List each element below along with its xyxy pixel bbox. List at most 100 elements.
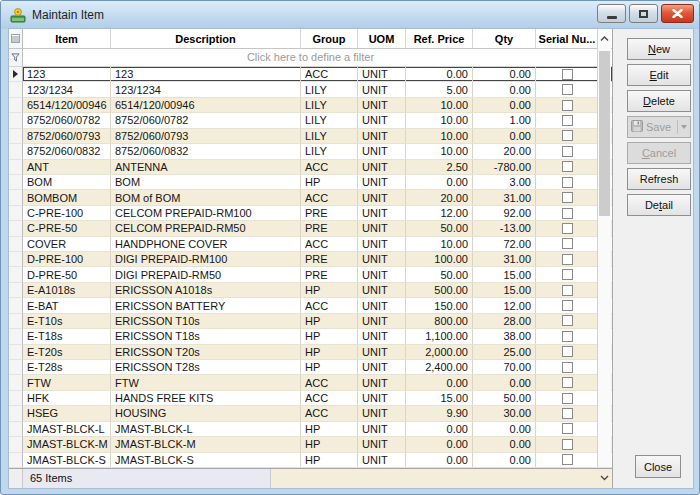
serial-checkbox[interactable] [562,238,573,249]
table-row[interactable]: ANTANTENNAACCUNIT2.50-780.00 [9,160,612,175]
table-row[interactable]: E-T20sERICSSON T20sHPUNIT2,000.0025.00 [9,345,612,360]
table-row[interactable]: E-T10sERICSSON T10sHPUNIT800.0028.00 [9,314,612,329]
table-row[interactable]: E-A1018sERICSSON A1018sHPUNIT500.0015.00 [9,283,612,298]
serial-checkbox[interactable] [562,300,573,311]
serial-checkbox[interactable] [562,208,573,219]
column-header-description[interactable]: Description [111,29,301,48]
column-header-uom[interactable]: UOM [358,29,406,48]
save-dropdown-icon[interactable] [681,125,687,129]
serial-checkbox[interactable] [562,377,573,388]
cell-serial [536,98,598,112]
row-indicator [9,360,23,375]
detail-button[interactable]: Detail [627,194,691,216]
chevron-down-icon[interactable] [597,471,611,485]
table-row[interactable]: JMAST-BLCK-MJMAST-BLCK-MHPUNIT0.000.00 [9,437,612,452]
cell-ref-price: 10.00 [406,98,473,112]
serial-checkbox[interactable] [562,408,573,419]
serial-checkbox[interactable] [562,100,573,111]
column-header-group[interactable]: Group [301,29,358,48]
table-row[interactable]: C-PRE-50CELCOM PREPAID-RM50PREUNIT50.00-… [9,221,612,236]
cell-group: HP [301,329,358,343]
column-header-qty[interactable]: Qty [473,29,536,48]
edit-button[interactable]: Edit [627,64,691,86]
row-cells: 123/1234123/1234LILYUNIT5.000.00 [23,82,612,97]
close-window-button[interactable] [661,4,694,23]
row-cells: FTWFTWACCUNIT0.000.00 [23,375,612,390]
cell-item: 8752/060/0832 [23,144,111,158]
serial-checkbox[interactable] [562,423,573,434]
table-row[interactable]: E-T18sERICSSON T18sHPUNIT1,100.0038.00 [9,329,612,344]
vertical-scrollbar[interactable] [597,29,611,488]
serial-checkbox[interactable] [562,69,573,80]
serial-checkbox[interactable] [562,177,573,188]
table-row[interactable]: D-PRE-50DIGI PREPAID-RM50PREUNIT50.0015.… [9,267,612,282]
table-row[interactable]: E-T28sERICSSON T28sHPUNIT2,400.0070.00 [9,360,612,375]
cell-description: HANDPHONE COVER [111,237,301,251]
serial-checkbox[interactable] [562,146,573,157]
row-indicator [9,190,23,205]
refresh-button[interactable]: Refresh [627,168,691,190]
serial-checkbox[interactable] [562,331,573,342]
table-row[interactable]: C-PRE-100CELCOM PREPAID-RM100PREUNIT12.0… [9,206,612,221]
cancel-button[interactable]: Cancel [627,142,691,164]
serial-checkbox[interactable] [562,269,573,280]
serial-checkbox[interactable] [562,439,573,450]
serial-checkbox[interactable] [562,130,573,141]
minimize-button[interactable] [597,4,626,23]
table-row[interactable]: BOMBOMBOM of BOMACCUNIT20.0031.00 [9,190,612,205]
serial-checkbox[interactable] [562,346,573,357]
serial-checkbox[interactable] [562,192,573,203]
row-indicator [9,437,23,452]
table-row[interactable]: JMAST-BLCK-SJMAST-BLCK-SHPUNIT0.000.00 [9,453,612,468]
table-row[interactable]: 123123ACCUNIT0.000.00 [9,67,612,82]
row-cells: JMAST-BLCK-LJMAST-BLCK-LHPUNIT0.000.00 [23,422,612,437]
serial-checkbox[interactable] [562,362,573,373]
cell-serial [536,298,598,312]
cell-description: ERICSSON BATTERY [111,298,301,312]
cell-uom: UNIT [358,453,406,467]
table-row[interactable]: COVERHANDPHONE COVERACCUNIT10.0072.00 [9,237,612,252]
serial-checkbox[interactable] [562,393,573,404]
serial-checkbox[interactable] [562,454,573,465]
serial-checkbox[interactable] [562,285,573,296]
table-row[interactable]: 123/1234123/1234LILYUNIT5.000.00 [9,82,612,97]
table-row[interactable]: 8752/060/07828752/060/0782LILYUNIT10.001… [9,113,612,128]
serial-checkbox[interactable] [562,161,573,172]
serial-checkbox[interactable] [562,84,573,95]
table-row[interactable]: E-BATERICSSON BATTERYACCUNIT150.0012.00 [9,298,612,313]
cell-uom: UNIT [358,314,406,328]
delete-button[interactable]: Delete [627,90,691,112]
table-row[interactable]: FTWFTWACCUNIT0.000.00 [9,375,612,390]
cell-serial [536,129,598,143]
cell-description: 6514/120/00946 [111,98,301,112]
table-row[interactable]: HFKHANDS FREE KITSACCUNIT15.0050.00 [9,391,612,406]
cell-item: BOM [23,175,111,189]
serial-checkbox[interactable] [562,223,573,234]
cell-group: PRE [301,206,358,220]
column-header-ref-price[interactable]: Ref. Price [406,29,473,48]
column-header-serial[interactable]: Serial Nu... [536,29,598,48]
table-row[interactable]: D-PRE-100DIGI PREPAID-RM100PREUNIT100.00… [9,252,612,267]
close-button[interactable]: Close [635,455,681,478]
filter-row[interactable]: Click here to define a filter [9,49,612,67]
maximize-button[interactable] [629,4,658,23]
table-row[interactable]: BOMBOMHPUNIT0.003.00 [9,175,612,190]
table-row[interactable]: 8752/060/07938752/060/0793LILYUNIT10.000… [9,129,612,144]
new-button[interactable]: New [627,38,691,60]
save-button[interactable]: Save [627,116,691,138]
table-row[interactable]: HSEGHOUSINGACCUNIT9.9030.00 [9,406,612,421]
cell-description: 8752/060/0832 [111,144,301,158]
serial-checkbox[interactable] [562,315,573,326]
table-row[interactable]: 6514/120/009466514/120/00946LILYUNIT10.0… [9,98,612,113]
chevron-up-icon[interactable] [597,32,611,46]
table-row[interactable]: 8752/060/08328752/060/0832LILYUNIT10.002… [9,144,612,159]
scrollbar-thumb[interactable] [599,51,610,216]
table-row[interactable]: JMAST-BLCK-LJMAST-BLCK-LHPUNIT0.000.00 [9,422,612,437]
cell-ref-price: 10.00 [406,129,473,143]
column-header-item[interactable]: Item [23,29,111,48]
cell-uom: UNIT [358,190,406,204]
serial-checkbox[interactable] [562,115,573,126]
cell-qty: 50.00 [473,391,536,405]
cell-group: HP [301,422,358,436]
serial-checkbox[interactable] [562,254,573,265]
